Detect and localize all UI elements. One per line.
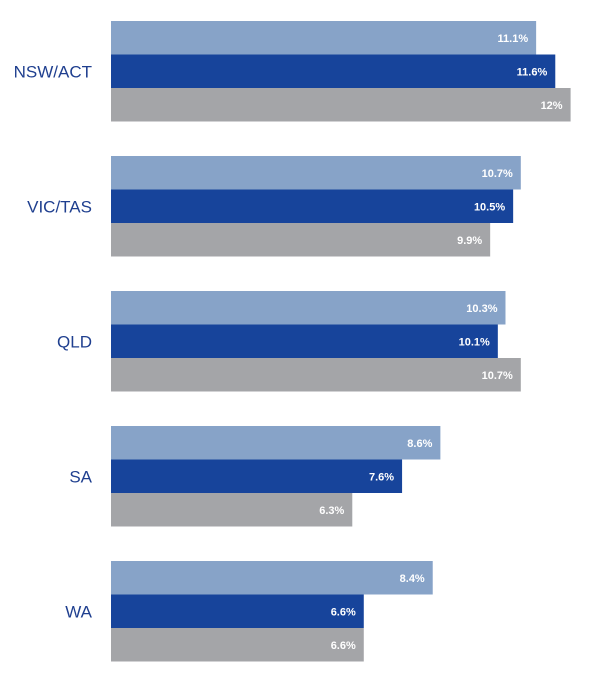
data-label: 10.5% — [474, 201, 505, 213]
bar-qld-series-2 — [111, 324, 498, 358]
data-label: 12% — [541, 100, 563, 112]
data-label: 11.1% — [498, 33, 529, 45]
category-label: VIC/TAS — [27, 197, 92, 216]
bar-qld-series-3 — [111, 358, 521, 392]
bar-nsw-act-series-3 — [111, 88, 571, 122]
bar-wa-series-2 — [111, 594, 364, 628]
bar-sa-series-3 — [111, 493, 353, 527]
data-label: 9.9% — [457, 235, 482, 247]
data-label: 11.6% — [517, 66, 548, 78]
bar-sa-series-1 — [111, 426, 441, 460]
data-label: 7.6% — [369, 471, 394, 483]
category-label: WA — [65, 602, 92, 621]
bar-qld-series-1 — [111, 291, 506, 325]
data-label: 6.3% — [319, 505, 344, 517]
category-label: NSW/ACT — [14, 62, 92, 81]
data-label: 6.6% — [331, 606, 356, 618]
data-label: 10.1% — [459, 336, 490, 348]
data-label: 10.7% — [482, 168, 513, 180]
bar-vic-tas-series-3 — [111, 223, 491, 257]
data-label: 8.6% — [407, 438, 432, 450]
data-label: 10.3% — [466, 303, 497, 315]
data-label: 8.4% — [400, 573, 425, 585]
bar-vic-tas-series-2 — [111, 189, 514, 223]
category-label: SA — [69, 467, 92, 486]
bar-wa-series-1 — [111, 561, 433, 595]
bar-sa-series-2 — [111, 459, 403, 493]
data-label: 10.7% — [482, 370, 513, 382]
category-label: QLD — [57, 332, 92, 351]
bar-vic-tas-series-1 — [111, 156, 521, 190]
bar-wa-series-3 — [111, 628, 364, 662]
bar-nsw-act-series-1 — [111, 21, 537, 55]
bar-nsw-act-series-2 — [111, 54, 556, 88]
data-label: 6.6% — [331, 640, 356, 652]
